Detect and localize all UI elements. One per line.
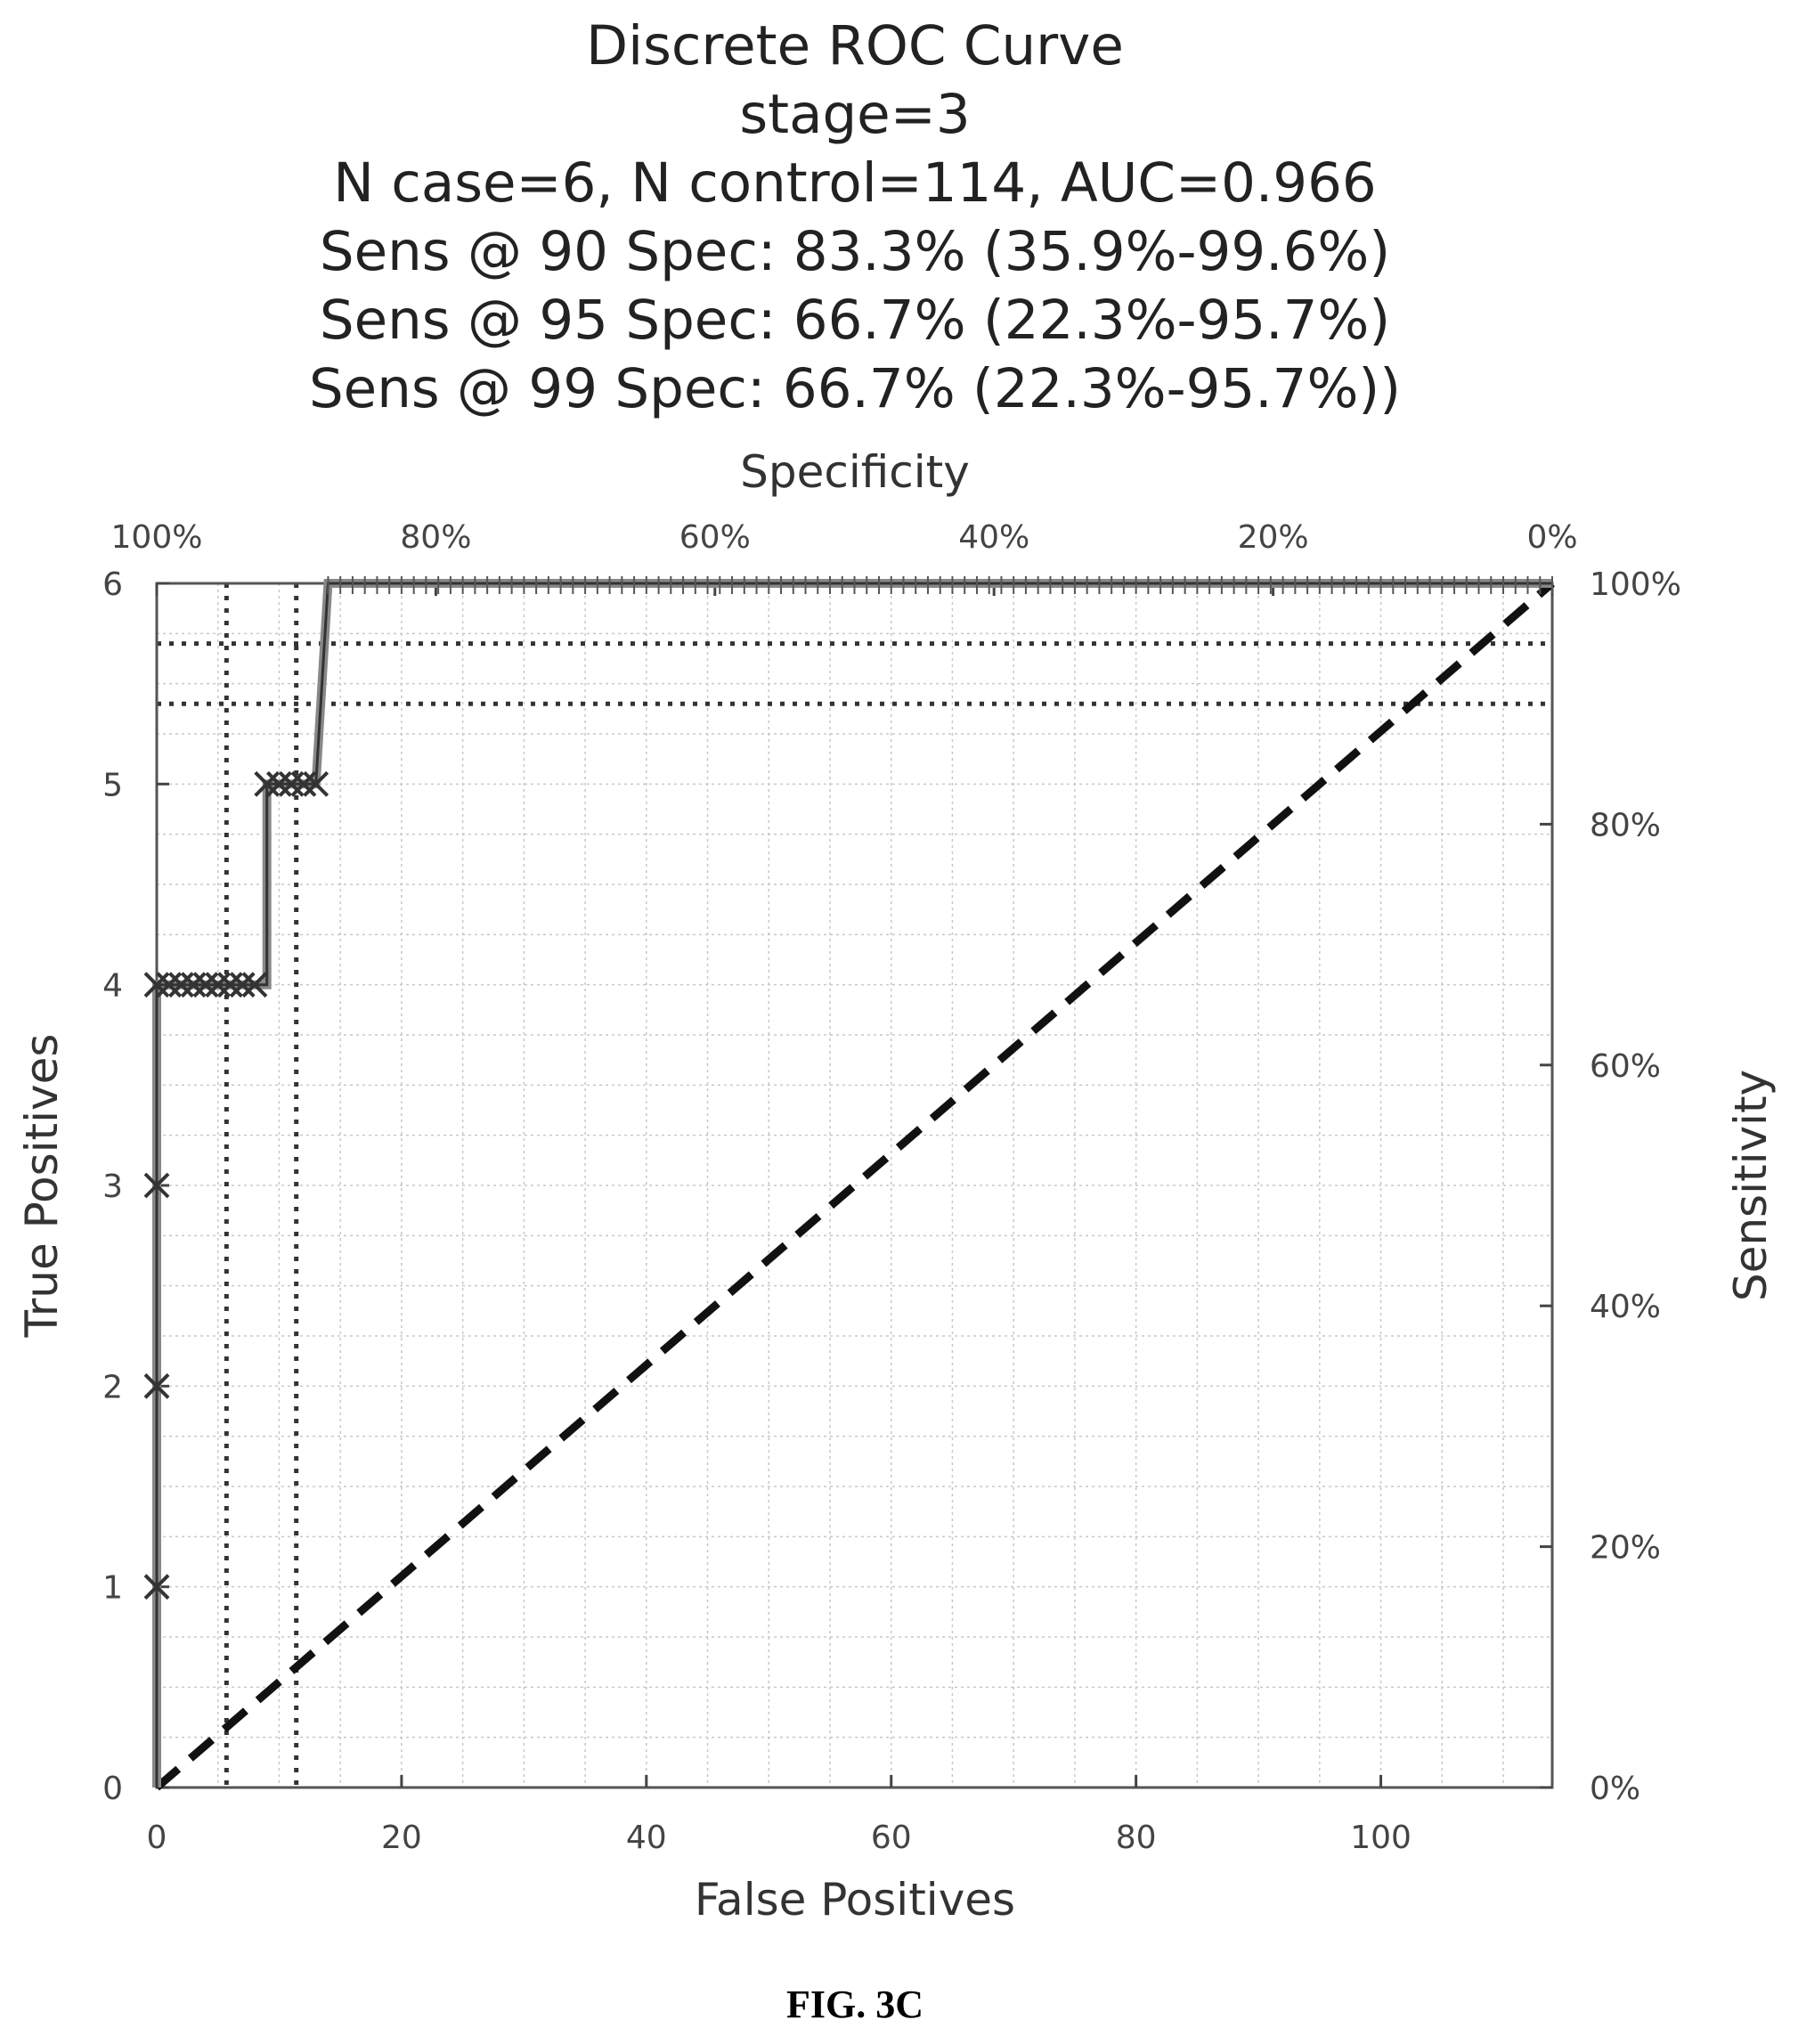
roc-point-stroke-b [254, 770, 281, 797]
x-tick-label: 100 [1350, 1820, 1412, 1856]
y-tick-label: 4 [102, 968, 123, 1005]
top-tick-label: 100% [111, 519, 203, 556]
right-axis-label: Sensitivity [1725, 1070, 1777, 1301]
roc-point [143, 1574, 170, 1600]
roc-point [205, 972, 232, 998]
roc-point [290, 770, 317, 797]
top-tick-label: 60% [679, 519, 751, 556]
roc-point [143, 1372, 170, 1399]
top-tick-label: 40% [958, 519, 1029, 556]
chance-line [154, 580, 1555, 1791]
roc-point-stroke-b [217, 972, 243, 998]
x-tick-label: 80 [1116, 1820, 1157, 1856]
top-tick-label: 20% [1238, 519, 1309, 556]
right-tick-label: 40% [1590, 1289, 1661, 1325]
title-line-1: Discrete ROC Curve [586, 14, 1124, 77]
roc-point [254, 770, 281, 797]
right-tick-label: 100% [1590, 566, 1681, 603]
title-line-5: Sens @ 95 Spec: 66.7% (22.3%-95.7%) [320, 289, 1390, 352]
roc-point [156, 972, 183, 998]
y-tick-label: 6 [102, 566, 123, 603]
y-tick-label: 3 [102, 1169, 123, 1205]
roc-point-stroke-b [229, 972, 256, 998]
roc-point-stroke-b [143, 1372, 170, 1399]
title-line-6: Sens @ 99 Spec: 66.7% (22.3%-95.7%)) [309, 357, 1401, 420]
right-tick-label: 60% [1590, 1048, 1661, 1085]
roc-point [303, 770, 329, 797]
y-tick-label: 5 [102, 767, 123, 803]
x-tick-label: 20 [381, 1820, 422, 1856]
roc-point [180, 972, 207, 998]
y-tick-label: 0 [102, 1771, 123, 1807]
roc-point [217, 972, 243, 998]
right-tick-label: 20% [1590, 1530, 1661, 1567]
roc-point [266, 770, 292, 797]
roc-point-stroke-b [168, 972, 194, 998]
roc-series [143, 576, 1553, 1787]
roc-point-stroke-b [192, 972, 219, 998]
roc-point-stroke-b [143, 972, 170, 998]
chance-diagonal [154, 580, 1555, 1791]
roc-point [241, 972, 268, 998]
roc-point-stroke-b [143, 1574, 170, 1600]
roc-point [143, 1172, 170, 1199]
top-tick-label: 80% [400, 519, 471, 556]
roc-point-stroke-b [143, 1172, 170, 1199]
roc-point-stroke-b [303, 770, 329, 797]
roc-point-stroke-b [156, 972, 183, 998]
title-line-2: stage=3 [739, 83, 970, 146]
y-tick-label: 1 [102, 1570, 123, 1607]
x-tick-label: 0 [147, 1820, 167, 1856]
right-tick-label: 80% [1590, 807, 1661, 843]
grid [156, 582, 1552, 1788]
y-axis-label: True Positives [16, 1034, 68, 1339]
roc-point-stroke-b [241, 972, 268, 998]
x-tick-label: 40 [626, 1820, 667, 1856]
roc-point [143, 972, 170, 998]
right-tick-label: 0% [1590, 1771, 1640, 1807]
figure-caption: FIG. 3C [786, 1983, 923, 2026]
roc-point-stroke-b [180, 972, 207, 998]
roc-point-stroke-b [290, 770, 317, 797]
roc-point-stroke-b [278, 770, 305, 797]
top-tick-label: 0% [1526, 519, 1577, 556]
x-axis-label: False Positives [695, 1874, 1015, 1926]
roc-point-stroke-b [205, 972, 232, 998]
x-tick-label: 60 [871, 1820, 912, 1856]
title-line-3: N case=6, N control=114, AUC=0.966 [333, 151, 1376, 215]
roc-point [229, 972, 256, 998]
y-tick-label: 2 [102, 1369, 123, 1405]
roc-point [278, 770, 305, 797]
title-line-4: Sens @ 90 Spec: 83.3% (35.9%-99.6%) [320, 220, 1390, 283]
top-axis-label: Specificity [740, 446, 970, 498]
axis-ticks: 0 20 40 60 80 100 0 1 2 3 4 5 6 100% 80% 60% 40% 20% 0% 0% 2… [102, 519, 1681, 1856]
roc-point [192, 972, 219, 998]
roc-point [168, 972, 194, 998]
roc-point-stroke-b [266, 770, 292, 797]
